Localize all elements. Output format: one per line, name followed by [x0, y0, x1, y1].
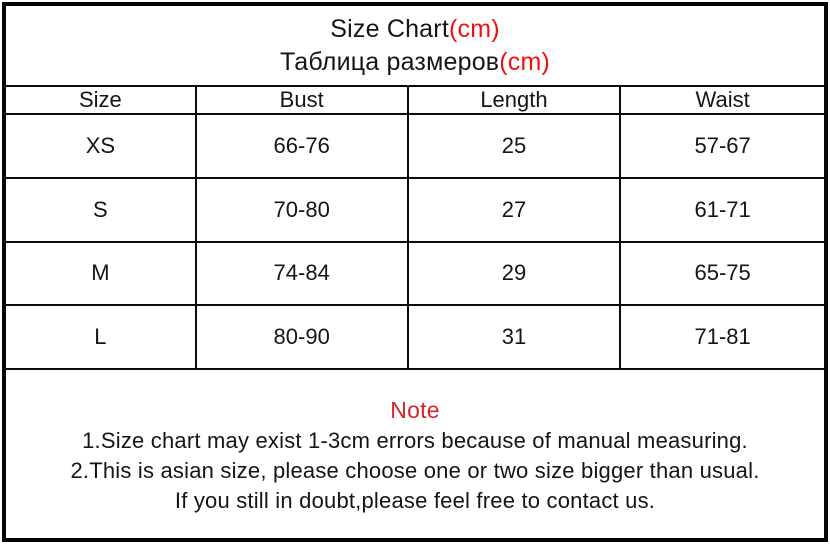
note-line-3: If you still in doubt,please feel free t…: [174, 488, 656, 513]
note-section: Note 1.Size chart may exist 1-3cm errors…: [6, 370, 824, 538]
column-header-size: Size: [6, 85, 197, 115]
bust-cell: 80-90: [194, 304, 409, 370]
column-header-waist: Waist: [619, 85, 824, 115]
note-title: Note: [390, 397, 440, 423]
size-cell: M: [6, 240, 197, 307]
column-header-length: Length: [406, 85, 622, 115]
waist-cell: 65-75: [619, 240, 824, 307]
title-line-secondary: Таблица размеров(cm): [6, 46, 824, 79]
bust-cell: 66-76: [194, 113, 409, 179]
size-cell: XS: [6, 113, 197, 179]
subtitle-text: Таблица размеров: [279, 47, 500, 76]
length-cell: 27: [406, 176, 622, 243]
subtitle-unit: (cm): [499, 47, 551, 76]
note-line-2: 2.This is asian size, please choose one …: [70, 458, 760, 483]
title-text: Size Chart: [330, 14, 449, 43]
title-unit: (cm): [448, 14, 500, 43]
waist-cell: 61-71: [619, 176, 824, 243]
length-cell: 29: [406, 240, 622, 307]
waist-cell: 71-81: [619, 304, 824, 370]
header-row: Size Bust Length Waist: [6, 85, 824, 115]
note-line-1: 1.Size chart may exist 1-3cm errors beca…: [82, 428, 748, 453]
size-cell: S: [6, 176, 197, 243]
waist-cell: 57-67: [619, 113, 824, 179]
title-line-primary: Size Chart(cm): [6, 13, 824, 46]
length-cell: 25: [406, 113, 622, 179]
length-cell: 31: [406, 304, 622, 370]
table-row-m: M 74-84 29 65-75: [6, 240, 824, 307]
table-row-l: L 80-90 31 71-81: [6, 304, 824, 370]
table-row-xs: XS 66-76 25 57-67: [6, 113, 824, 179]
bust-cell: 70-80: [194, 176, 409, 243]
size-table: Size Bust Length Waist XS 66-76 25 57-67…: [6, 85, 824, 370]
title-block: Size Chart(cm) Таблица размеров(cm): [6, 6, 824, 85]
column-header-bust: Bust: [194, 85, 409, 115]
bust-cell: 74-84: [194, 240, 409, 307]
size-cell: L: [6, 304, 197, 370]
table-row-s: S 70-80 27 61-71: [6, 176, 824, 243]
